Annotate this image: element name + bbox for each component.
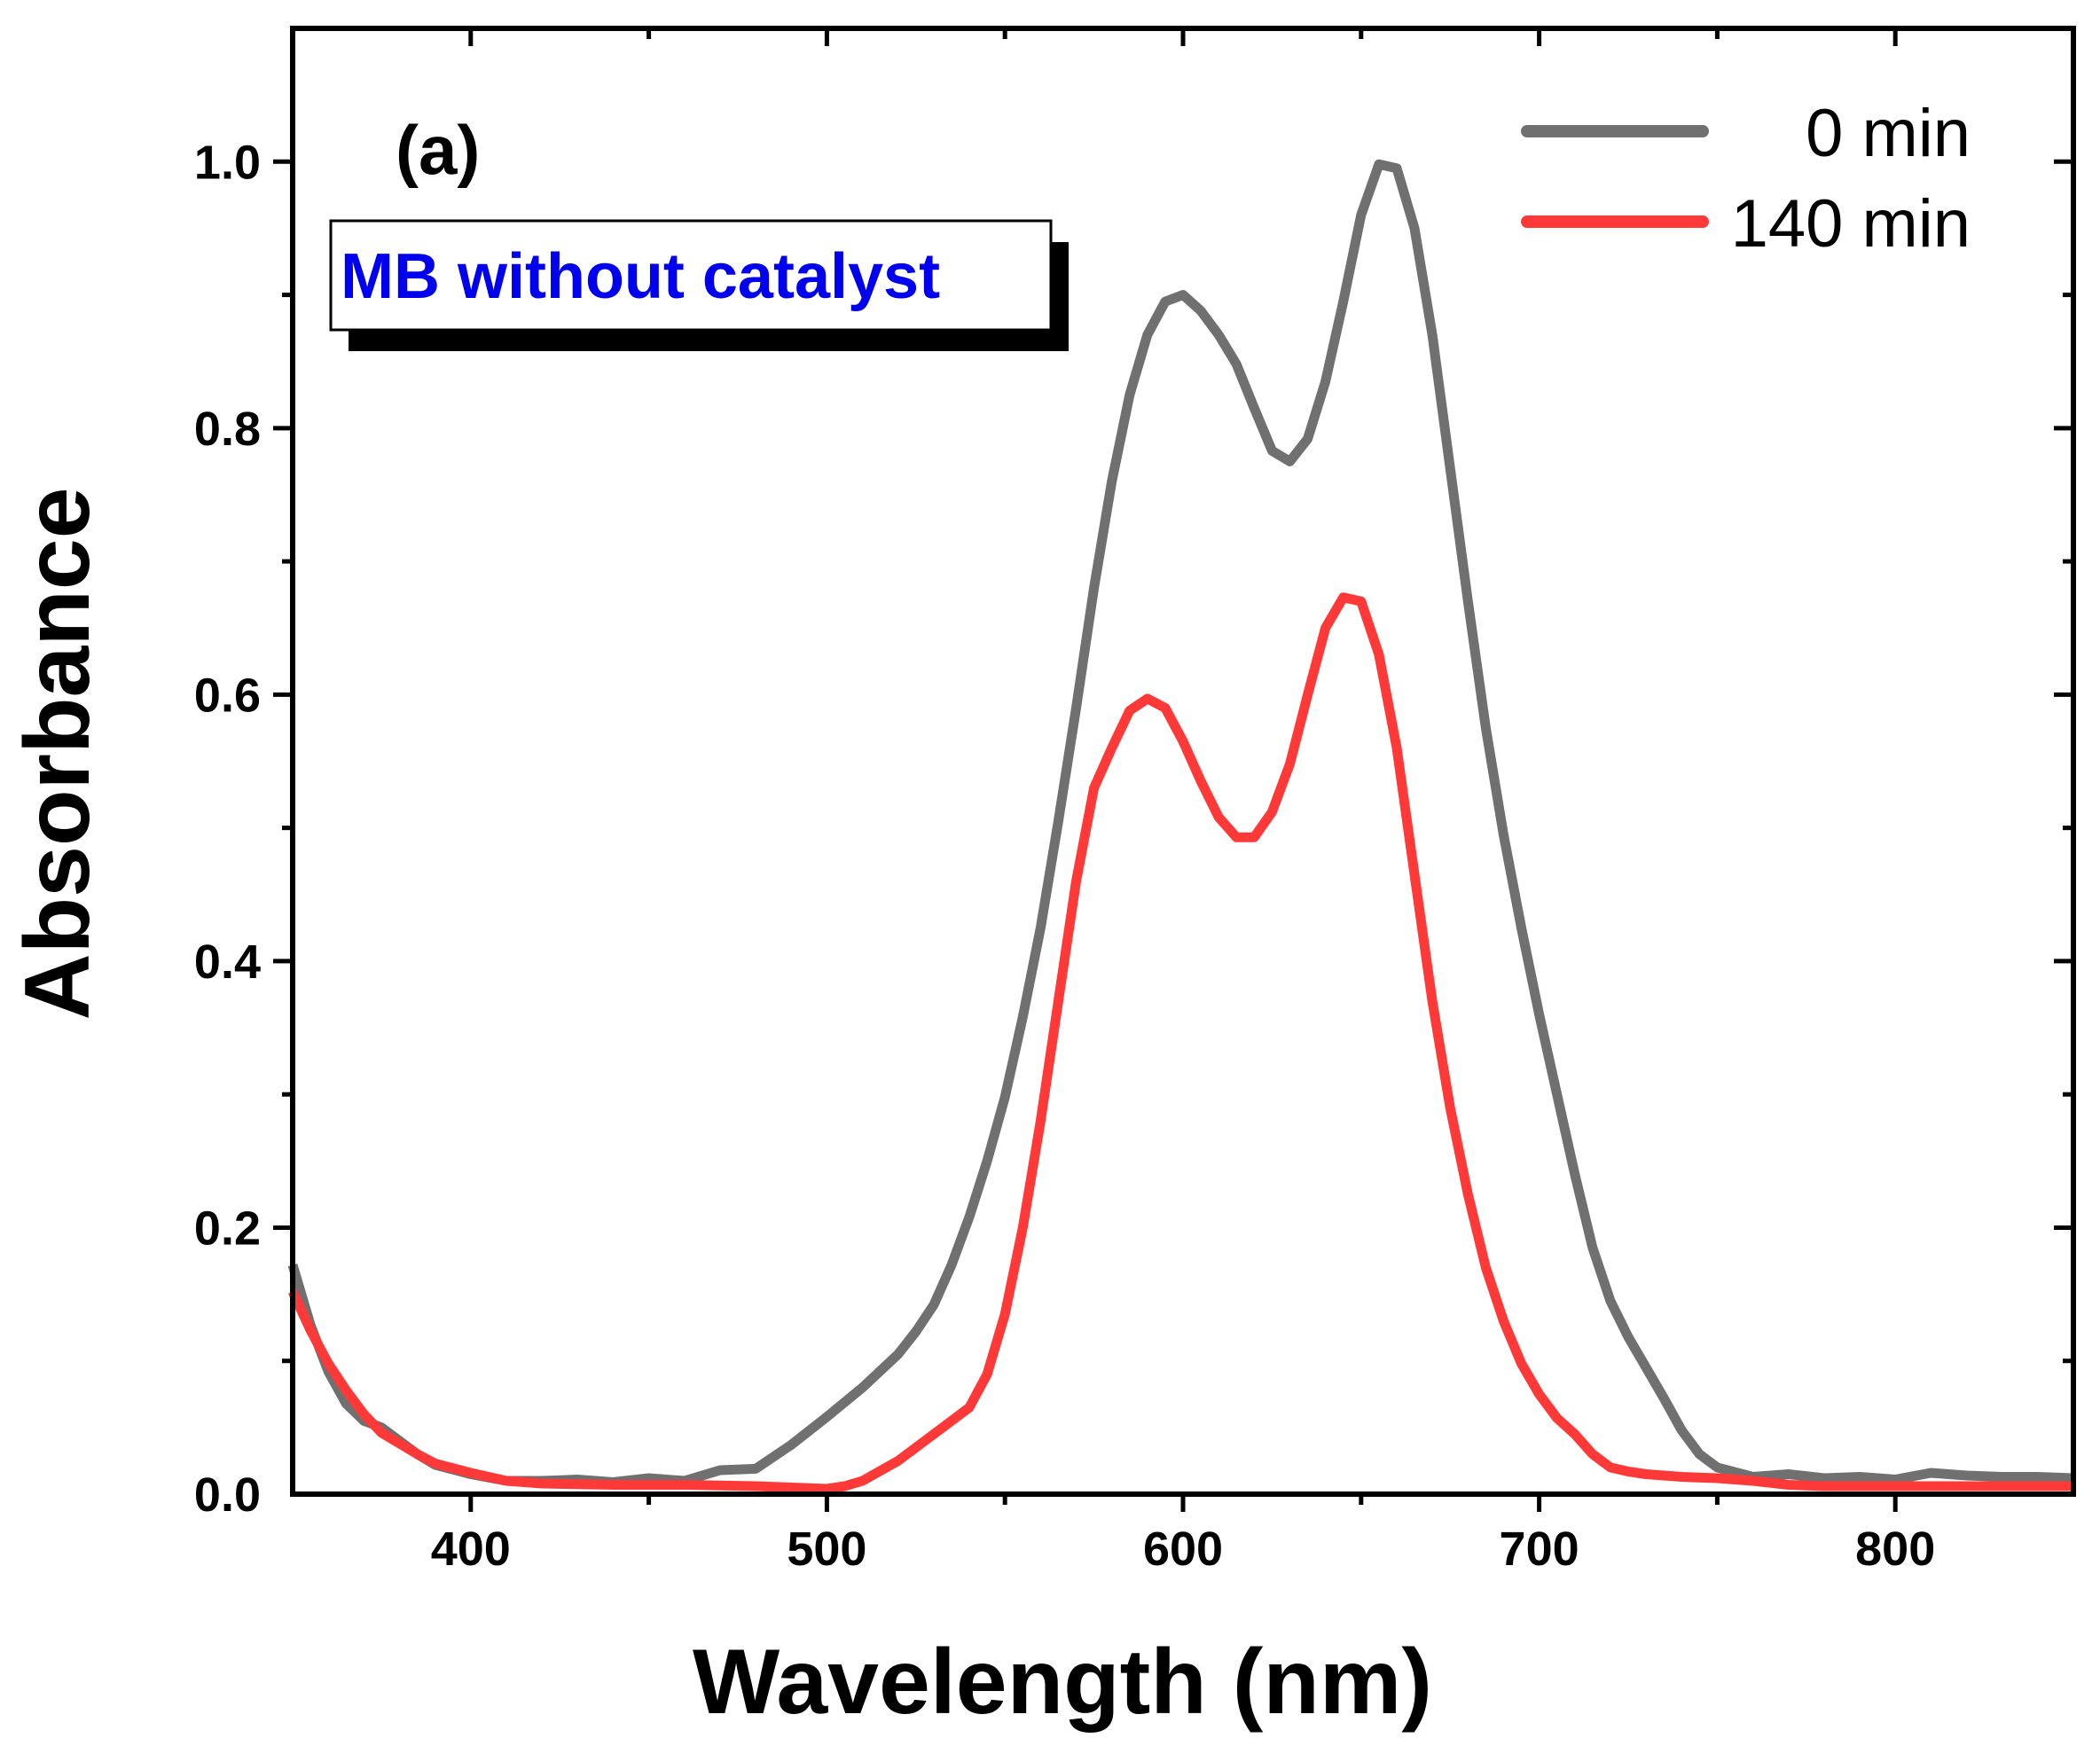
y-tick-label: 0.4 (194, 936, 261, 989)
annotation-box: MB without catalyst (329, 219, 1069, 351)
annotation-frame (329, 219, 1053, 332)
x-tick-labels: 400 500 600 700 800 (431, 1523, 1936, 1576)
y-tick-label: 0.2 (194, 1202, 261, 1255)
legend-label: 140 min (1731, 186, 1971, 262)
series-line-140min (288, 592, 2073, 1494)
x-tick-label: 600 (1143, 1523, 1223, 1576)
x-tick-label: 800 (1855, 1523, 1935, 1576)
y-tick-label: 0.6 (194, 669, 261, 722)
legend-label: 0 min (1806, 96, 1971, 171)
panel-label: (a) (396, 111, 480, 189)
x-tick-label: 700 (1500, 1523, 1579, 1576)
legend: 0 min 140 min (1521, 96, 1971, 262)
y-tick-label: 0.0 (194, 1468, 261, 1522)
x-tick-label: 400 (431, 1523, 511, 1576)
y-tick-label: 1.0 (194, 136, 261, 189)
y-tick-label: 0.8 (194, 403, 261, 456)
x-tick-label: 500 (787, 1523, 866, 1576)
x-axis-title: Wavelength (nm) (693, 1631, 1432, 1734)
plot-frame (290, 26, 2076, 1497)
y-tick-labels: 0.0 0.2 0.4 0.6 0.8 1.0 (194, 136, 261, 1522)
y-axis-title: Absorbance (6, 487, 109, 1020)
annotation-text: MB without catalyst (341, 241, 940, 312)
series-lines (287, 159, 2074, 1494)
